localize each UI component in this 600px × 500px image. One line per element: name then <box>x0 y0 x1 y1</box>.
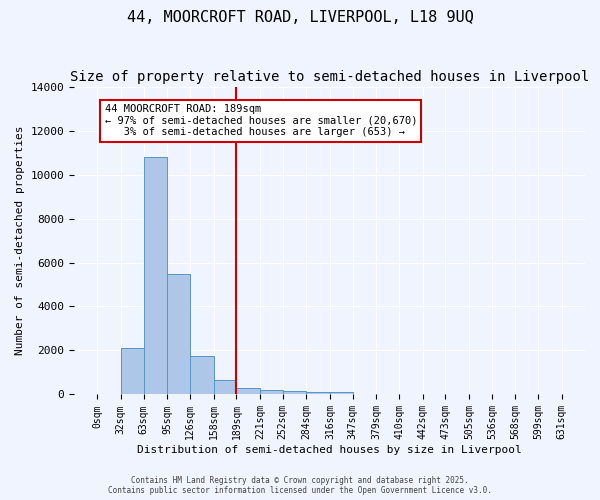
Bar <box>307 392 330 394</box>
Bar <box>121 348 143 395</box>
Text: Contains HM Land Registry data © Crown copyright and database right 2025.
Contai: Contains HM Land Registry data © Crown c… <box>108 476 492 495</box>
Text: 44, MOORCROFT ROAD, LIVERPOOL, L18 9UQ: 44, MOORCROFT ROAD, LIVERPOOL, L18 9UQ <box>127 10 473 25</box>
Bar <box>167 274 190 394</box>
Bar <box>260 390 283 394</box>
Bar <box>214 380 236 394</box>
Text: 44 MOORCROFT ROAD: 189sqm
← 97% of semi-detached houses are smaller (20,670)
   : 44 MOORCROFT ROAD: 189sqm ← 97% of semi-… <box>104 104 417 138</box>
Y-axis label: Number of semi-detached properties: Number of semi-detached properties <box>15 126 25 356</box>
Bar <box>283 391 307 394</box>
Bar <box>143 157 167 394</box>
X-axis label: Distribution of semi-detached houses by size in Liverpool: Distribution of semi-detached houses by … <box>137 445 522 455</box>
Bar <box>330 392 353 394</box>
Title: Size of property relative to semi-detached houses in Liverpool: Size of property relative to semi-detach… <box>70 70 589 84</box>
Bar <box>190 356 214 395</box>
Bar <box>236 388 260 394</box>
